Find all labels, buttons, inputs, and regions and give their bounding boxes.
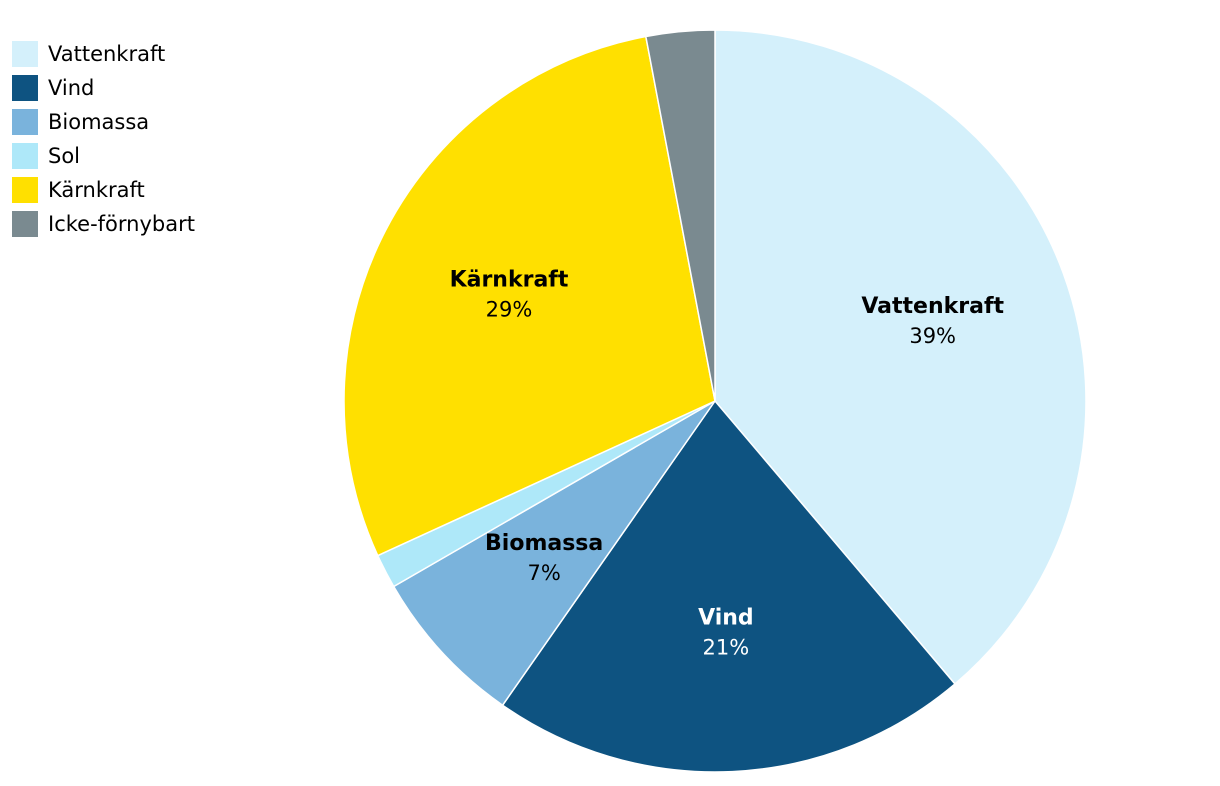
slice-value-label: 39% — [909, 324, 956, 348]
legend-label: Kärnkraft — [48, 178, 145, 202]
pie-slice — [501, 399, 957, 773]
legend-swatch — [12, 75, 38, 101]
slice-name: Biomassa — [485, 531, 603, 556]
slice-name: Vind — [698, 606, 754, 631]
pie-slice — [714, 29, 1087, 686]
pie-slice — [343, 35, 716, 557]
legend-swatch — [12, 143, 38, 169]
legend-swatch — [12, 41, 38, 67]
legend-label: Biomassa — [48, 110, 149, 134]
slice-name: Kärnkraft — [450, 268, 569, 293]
pie-slice — [392, 400, 716, 707]
legend-label: Vattenkraft — [48, 42, 165, 66]
slice-value-label: 7% — [527, 561, 560, 585]
legend-label: Vind — [48, 76, 94, 100]
pie-slice — [644, 29, 716, 402]
legend-swatch — [12, 177, 38, 203]
slice-value-label: 29% — [486, 298, 533, 322]
legend-label: Sol — [48, 144, 80, 168]
slice-name: Vattenkraft — [861, 294, 1004, 319]
legend-label: Icke-förnybart — [48, 212, 195, 236]
legend-swatch — [12, 109, 38, 135]
slice-value-label: 21% — [703, 636, 750, 660]
legend-swatch — [12, 211, 38, 237]
